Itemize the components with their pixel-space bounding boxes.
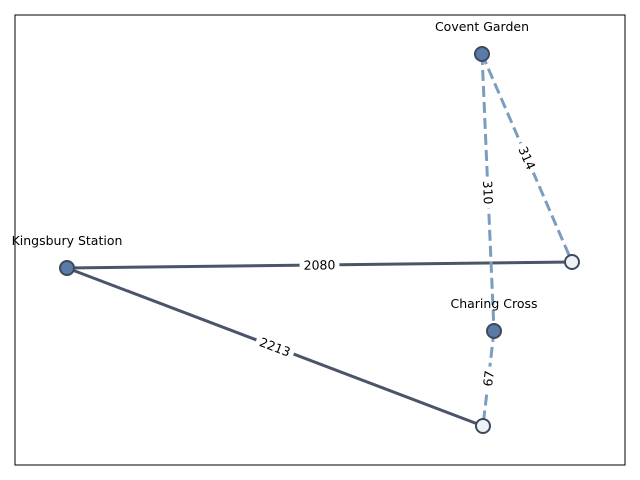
node-label-charing: Charing Cross xyxy=(450,296,537,311)
edge-weight-label: 2080 xyxy=(299,256,340,274)
node-junction_right xyxy=(564,254,580,270)
node-charing xyxy=(486,323,502,339)
nodes-layer xyxy=(59,46,580,434)
node-covent xyxy=(474,46,490,62)
plot-frame xyxy=(14,14,626,466)
edge-weight-label: 314 xyxy=(513,140,541,176)
edge-weight-text: 67 xyxy=(480,370,497,388)
edge-weight-text: 2080 xyxy=(304,257,336,272)
edge-weight-background xyxy=(253,332,297,362)
node-label-covent: Covent Garden xyxy=(435,19,529,34)
edge-weight-background xyxy=(299,256,340,274)
edge-weight-background xyxy=(513,140,541,176)
edge-weight-label: 310 xyxy=(479,176,497,209)
edge-weight-background xyxy=(479,176,497,209)
edge-weight-label: 2213 xyxy=(253,332,297,362)
edge-weight-label: 67 xyxy=(479,365,498,392)
node-labels-layer: Kingsbury Station Covent Garden Charing Cr… xyxy=(12,19,538,311)
node-junction_bottom xyxy=(475,418,491,434)
edge-weight-text: 2213 xyxy=(257,334,292,359)
node-label-kingsbury: Kingsbury Station xyxy=(12,233,123,248)
node-kingsbury xyxy=(59,260,75,276)
edge-weight-background xyxy=(479,365,498,392)
edge-weight-text: 310 xyxy=(480,180,496,205)
